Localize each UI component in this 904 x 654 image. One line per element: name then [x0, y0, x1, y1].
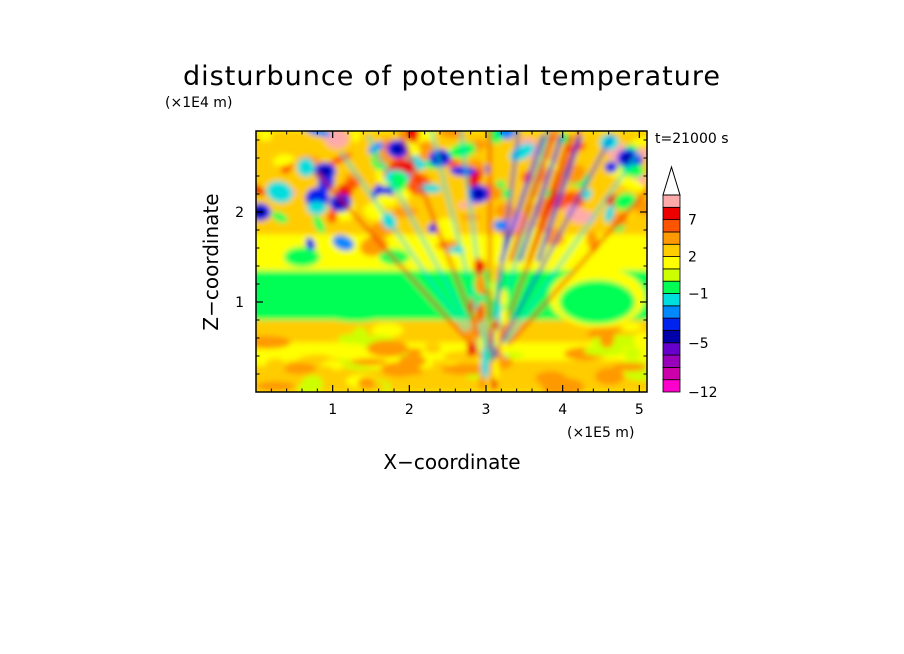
- colorbar-swatch-13: [662, 219, 681, 233]
- colorbar-swatch-4: [662, 330, 681, 344]
- colorbar-swatch-3: [662, 342, 681, 356]
- time-label: t=21000 s: [655, 131, 729, 147]
- colorbar-swatch-14: [662, 206, 681, 221]
- x-tick-label-2: 3: [482, 402, 491, 418]
- x-tick-label-1: 2: [405, 402, 414, 418]
- x-tick-label-3: 4: [558, 402, 567, 418]
- colorbar-swatch-9: [662, 268, 681, 282]
- colorbar-swatch-5: [662, 317, 681, 331]
- y-tick-label-0: 1: [235, 295, 244, 311]
- colorbar-swatch-0: [662, 379, 681, 393]
- colorbar-label-1: 2: [688, 250, 697, 266]
- colorbar-swatch-10: [662, 256, 681, 270]
- colorbar-swatch-1: [662, 366, 681, 381]
- y-tick-label-1: 2: [235, 205, 244, 221]
- plot-frame: [255, 130, 648, 393]
- colorbar-swatch-15: [662, 194, 681, 208]
- colorbar-swatch-8: [662, 280, 681, 294]
- colorbar-extend-arrow: [662, 165, 681, 196]
- plot-area: [256, 131, 647, 392]
- colorbar-label-3: −5: [688, 336, 709, 352]
- colorbar-label-0: 7: [688, 213, 697, 229]
- x-tick-label-0: 1: [328, 402, 337, 418]
- y-axis: 12: [235, 139, 647, 375]
- colorbar-label-2: −1: [688, 287, 709, 303]
- chart-title: disturbunce of potential temperature: [183, 61, 721, 92]
- colorbar: 7 2 −1 −5 −12: [662, 165, 718, 401]
- colorbar-swatch-6: [662, 305, 681, 319]
- x-tick-label-4: 5: [635, 402, 644, 418]
- colorbar-swatch-12: [662, 231, 681, 245]
- colorbar-swatch-7: [662, 293, 681, 307]
- y-axis-label: Z−coordinate: [199, 193, 223, 330]
- x-axis-label: X−coordinate: [383, 450, 520, 474]
- colorbar-swatch-2: [662, 354, 681, 368]
- colorbar-label-4: −12: [688, 385, 718, 401]
- y-unit-label: (×1E4 m): [165, 95, 232, 111]
- x-axis: 1 2 3 4 5: [270, 131, 644, 418]
- colorbar-swatch-11: [662, 243, 681, 257]
- x-unit-label: (×1E5 m): [567, 425, 634, 441]
